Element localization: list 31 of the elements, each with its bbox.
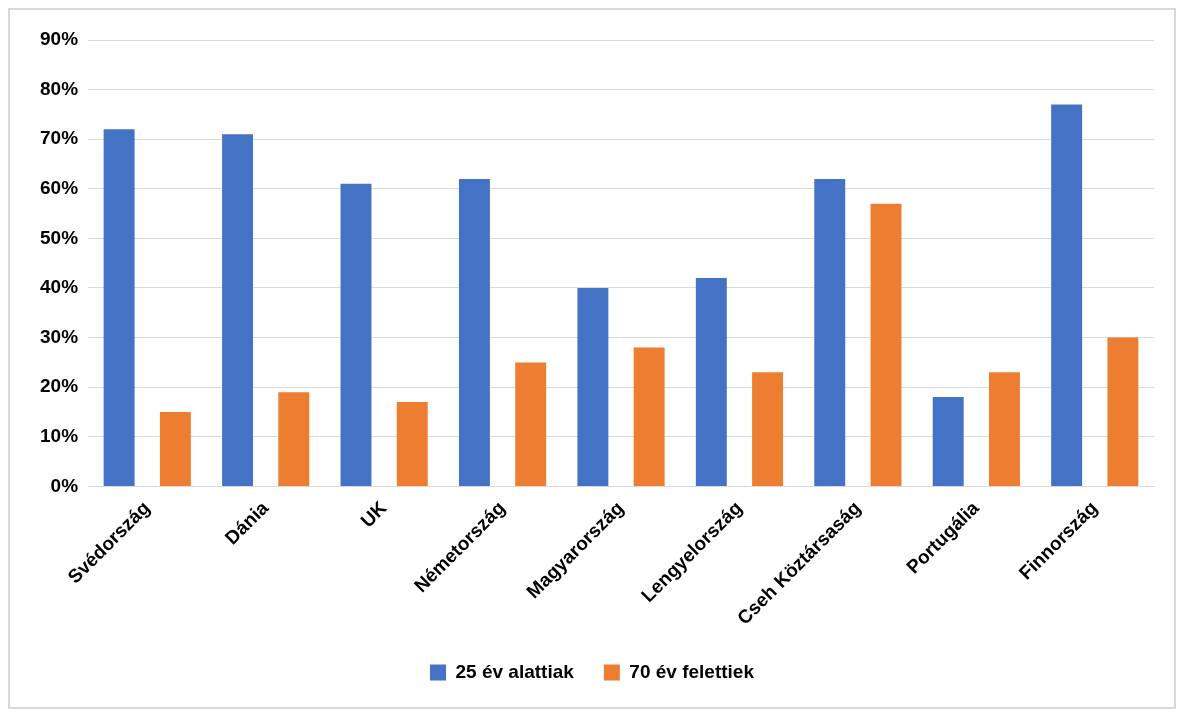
y-tick-label: 80%: [40, 77, 79, 99]
bar: [458, 178, 490, 486]
bar: [396, 402, 428, 486]
bar: [577, 288, 609, 486]
bar: [515, 362, 547, 486]
y-tick-label: 50%: [40, 226, 79, 248]
bar: [222, 134, 254, 486]
bar: [340, 183, 372, 486]
bar: [870, 203, 902, 486]
y-tick-label: 30%: [40, 325, 79, 347]
legend-label: 70 év felettiek: [629, 660, 755, 682]
bar: [278, 392, 310, 486]
y-tick-label: 0%: [50, 474, 79, 496]
bar: [159, 412, 191, 486]
bar: [1051, 104, 1083, 486]
bar: [695, 278, 727, 486]
y-tick-label: 40%: [40, 276, 79, 298]
y-tick-label: 70%: [40, 127, 79, 149]
bar: [814, 178, 846, 486]
y-tick-label: 60%: [40, 177, 79, 199]
bar: [932, 397, 964, 486]
bar: [1107, 337, 1139, 486]
y-tick-label: 90%: [40, 28, 79, 50]
bar: [989, 372, 1020, 486]
bar: [633, 347, 665, 486]
bar: [752, 372, 784, 486]
legend-label: 25 év alattiak: [455, 660, 575, 682]
y-tick-label: 10%: [40, 425, 79, 447]
x-tick-label: UK: [356, 496, 391, 532]
y-tick-label: 20%: [40, 375, 79, 397]
bar: [103, 129, 135, 486]
